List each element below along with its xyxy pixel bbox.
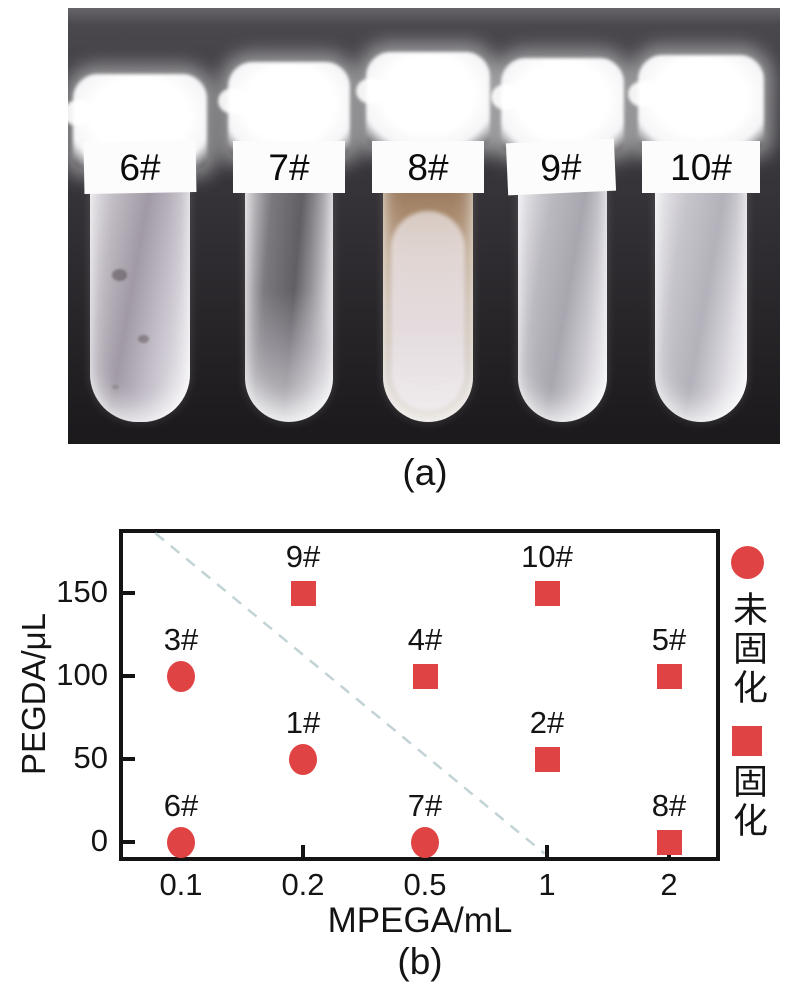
tube-8: 8# (356, 8, 490, 444)
legend-label-uncured: 未固化 (727, 591, 767, 708)
data-point-1# (289, 743, 317, 775)
data-point-7# (411, 826, 439, 858)
tube-body (655, 148, 747, 422)
data-point-9# (290, 580, 316, 606)
y-tick-50 (123, 757, 135, 761)
y-tick-label-100: 100 (56, 657, 108, 692)
x-tick-label-0.1: 0.1 (159, 867, 203, 902)
plot-area: 0.1 0.2 0.5 1 2 0 50 100 150 1# 3# 6# 7# 2# 4# 5# 8# 9# 10… (56, 529, 720, 902)
legend-label-cured: 固化 (727, 763, 767, 841)
data-point-6# (167, 826, 195, 858)
x-tick-label-0.2: 0.2 (281, 867, 325, 902)
x-tick-0.2 (301, 845, 305, 857)
tubes-photo: 6# 7# 8# 9# 10# (68, 8, 780, 444)
tube-label: 7# (233, 141, 345, 193)
y-tick-label-50: 50 (73, 740, 108, 775)
tube-label-text: 9# (539, 145, 582, 189)
data-point-label-1#: 1# (285, 705, 321, 740)
tube-body (383, 148, 473, 422)
tube-cap (628, 55, 764, 149)
legend-square-marker (732, 726, 762, 756)
y-tick-100 (123, 674, 135, 678)
tube-cap (491, 58, 624, 152)
tube-label-text: 6# (119, 146, 161, 188)
data-point-8# (656, 829, 682, 855)
data-point-label-9#: 9# (285, 539, 321, 574)
panel-a-caption: (a) (402, 452, 448, 493)
x-tick-label-0.5: 0.5 (403, 867, 447, 902)
data-point-4# (412, 663, 438, 689)
data-point-label-5#: 5# (651, 622, 687, 657)
x-axis-title: MPEGA/mL (327, 901, 513, 940)
tube-label: 9# (505, 138, 616, 196)
x-tick-label-2: 2 (660, 867, 678, 902)
tube-6: 6# (68, 8, 207, 444)
data-point-10# (534, 580, 560, 606)
y-tick-label-150: 150 (56, 574, 108, 609)
boundary-line-layer (154, 532, 546, 855)
x-tick-1 (545, 845, 549, 857)
panel-b-caption: (b) (397, 941, 443, 982)
tube-9: 9# (491, 8, 624, 444)
boundary-line (154, 532, 546, 855)
x-tick-label-1: 1 (538, 867, 556, 902)
data-point-label-10#: 10# (521, 539, 573, 574)
data-point-label-7#: 7# (407, 788, 443, 823)
data-point-label-6#: 6# (163, 788, 199, 823)
tube-label-text: 7# (268, 146, 310, 188)
tube-cap (218, 62, 350, 156)
tube-7: 7# (218, 8, 350, 444)
data-point-5# (656, 663, 682, 689)
tube-10: 10# (628, 8, 764, 444)
tube-label: 10# (642, 141, 760, 193)
legend-circle-marker (731, 546, 764, 579)
tube-label-text: 10# (670, 146, 732, 188)
tube-label-text: 8# (407, 146, 449, 188)
data-point-label-8#: 8# (651, 788, 687, 823)
data-point-2# (534, 746, 560, 772)
y-tick-0 (123, 840, 135, 844)
tube-body (245, 148, 333, 422)
tube-label: 8# (372, 141, 484, 193)
data-point-label-3#: 3# (163, 622, 199, 657)
tube-cap (356, 52, 490, 146)
tube-label: 6# (83, 140, 197, 194)
data-point-label-2#: 2# (529, 705, 565, 740)
y-tick-150 (123, 591, 135, 595)
data-point-label-4#: 4# (407, 622, 443, 657)
data-point-3# (167, 660, 195, 692)
y-tick-label-0: 0 (90, 823, 108, 858)
tube-body (90, 148, 190, 422)
